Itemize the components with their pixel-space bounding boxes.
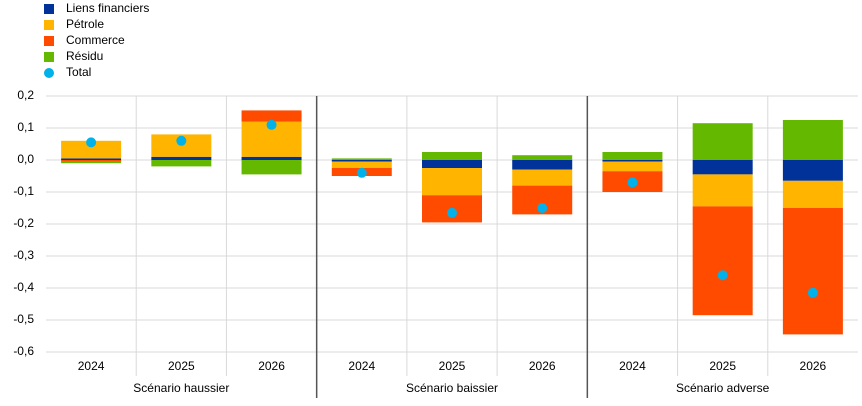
x-tick-label: 2025 xyxy=(709,359,736,373)
bar-segment xyxy=(602,161,663,172)
x-tick-label: 2026 xyxy=(258,359,285,373)
y-tick-label: 0,1 xyxy=(17,120,34,134)
bar-segment xyxy=(151,156,212,160)
legend-label: Commerce xyxy=(66,33,125,47)
bar-segment xyxy=(422,152,482,160)
total-marker xyxy=(537,203,548,213)
y-tick-label: 0,2 xyxy=(17,88,34,102)
bar-segment xyxy=(241,156,302,160)
bar-segment xyxy=(692,174,753,207)
bar-segment xyxy=(331,161,392,168)
bar-segment xyxy=(782,208,843,335)
bar-segment xyxy=(692,206,753,316)
bar-segment xyxy=(512,155,573,160)
bar-segment xyxy=(512,169,573,186)
bar-segment xyxy=(422,160,482,168)
legend-swatch xyxy=(44,36,54,46)
legend-label: Total xyxy=(66,65,91,79)
x-tick-label: 2026 xyxy=(529,359,556,373)
legend-swatch xyxy=(44,20,54,30)
bar-segment xyxy=(782,160,843,181)
y-tick-label: -0,2 xyxy=(13,216,34,230)
total-marker xyxy=(627,177,638,188)
bar-segment xyxy=(602,152,663,160)
x-tick-label: 2026 xyxy=(800,359,827,373)
y-tick-label: -0,1 xyxy=(13,184,34,198)
bar-segment xyxy=(782,180,843,208)
x-tick-label: 2024 xyxy=(348,359,375,373)
legend-label: Résidu xyxy=(66,49,103,63)
bar-segment xyxy=(61,161,122,164)
total-marker xyxy=(176,135,187,146)
bar-segment xyxy=(692,123,753,160)
group-label: Scénario baissier xyxy=(406,381,498,395)
bar-segment xyxy=(151,160,212,167)
bar-segment xyxy=(61,158,122,160)
bar-segment xyxy=(61,160,122,162)
y-tick-label: -0,4 xyxy=(13,280,34,294)
x-tick-label: 2024 xyxy=(619,359,646,373)
y-tick-label: 0,0 xyxy=(17,152,34,166)
group-label: Scénario adverse xyxy=(676,381,770,395)
total-marker xyxy=(86,137,97,148)
legend-swatch xyxy=(44,52,54,62)
legend-swatch xyxy=(44,4,54,14)
total-marker xyxy=(717,270,728,281)
total-marker xyxy=(266,119,277,130)
y-tick-label: -0,3 xyxy=(13,248,34,262)
bar-segment xyxy=(782,120,843,160)
x-tick-label: 2024 xyxy=(78,359,105,373)
legend-label: Liens financiers xyxy=(66,1,149,15)
x-tick-label: 2025 xyxy=(439,359,466,373)
bar-segment xyxy=(331,158,392,160)
total-marker xyxy=(447,207,457,218)
bar-segment xyxy=(61,140,122,159)
bar-segment xyxy=(331,160,392,162)
group-label: Scénario haussier xyxy=(133,381,229,395)
bar-segment xyxy=(241,160,302,175)
bar-segment xyxy=(241,110,302,122)
bar-segment xyxy=(422,168,482,196)
legend-label: Pétrole xyxy=(66,17,104,31)
bar-segment xyxy=(602,160,663,162)
bar-segment xyxy=(512,160,573,170)
y-tick-label: -0,5 xyxy=(13,312,34,326)
y-tick-label: -0,6 xyxy=(13,344,34,358)
bar-segment xyxy=(692,160,753,175)
legend-swatch xyxy=(44,68,54,78)
total-marker xyxy=(807,287,818,298)
total-marker xyxy=(356,167,367,178)
x-tick-label: 2025 xyxy=(168,359,195,373)
